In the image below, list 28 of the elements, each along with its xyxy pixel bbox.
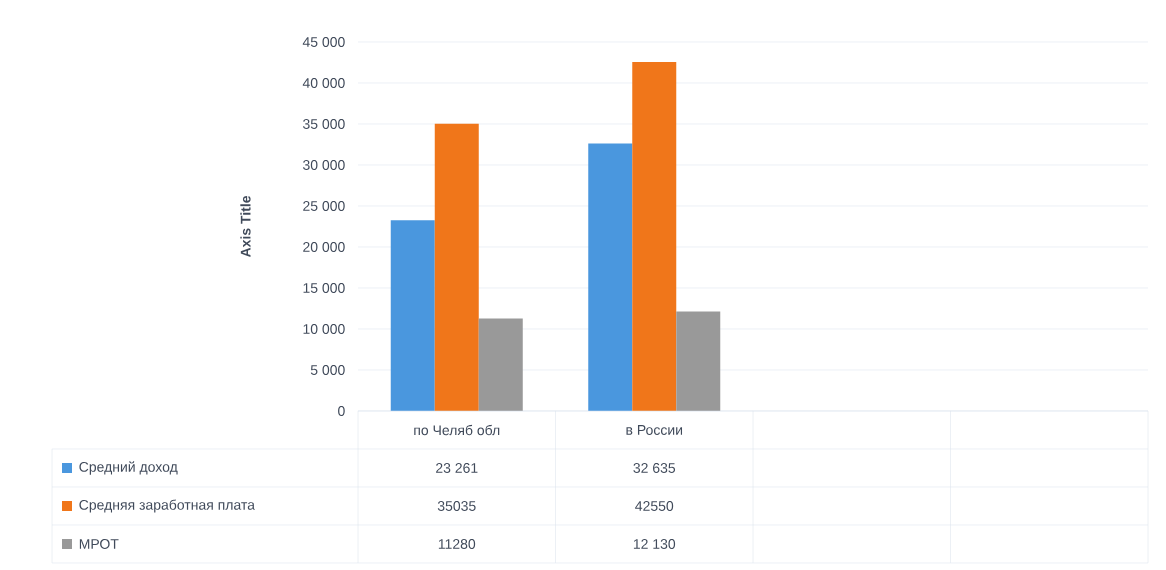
y-tick-label: 25 000: [303, 201, 345, 211]
y-tick-label: 10 000: [303, 324, 345, 334]
y-tick-label: 40 000: [302, 78, 345, 88]
y-tick-label: 0: [338, 406, 345, 416]
bar: [390, 220, 435, 411]
y-tick-label: 35 000: [303, 119, 345, 129]
y-tick-label: 15 000: [303, 283, 345, 293]
y-tick-label: 30 000: [303, 160, 345, 170]
bar: [434, 123, 479, 411]
bar: [588, 143, 633, 411]
bar: [632, 62, 677, 411]
data-label: 12 130: [633, 539, 676, 549]
data-label: 32 635: [633, 463, 676, 473]
x-tick-label: по Челяб обл: [414, 424, 500, 436]
legend-label: Средний доход: [79, 461, 178, 475]
y-tick-label: 20 000: [303, 242, 345, 252]
y-tick-label: 45 000: [302, 37, 345, 47]
x-tick-label: в России: [626, 425, 683, 435]
y-axis-title: Axis Title: [240, 195, 251, 258]
data-label: 42550: [635, 501, 674, 511]
data-label: 23 261: [436, 463, 478, 473]
y-tick-label: 5 000: [310, 365, 345, 375]
bar: [676, 311, 721, 411]
data-label: 35035: [437, 501, 476, 511]
legend-label: МРОТ: [79, 539, 119, 549]
bar: [478, 318, 523, 411]
legend-label: Средняя заработная плата: [79, 499, 255, 513]
data-label: 11280: [438, 539, 476, 549]
